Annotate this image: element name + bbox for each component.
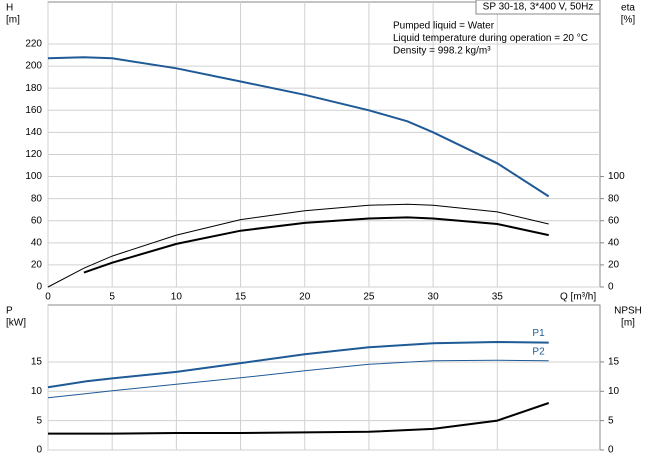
y2-tick-label: 100 (608, 171, 625, 182)
x-tick-label: 0 (45, 292, 51, 303)
y2-axis-label: eta (621, 3, 635, 14)
plot-area (47, 1, 601, 288)
y-tick-label: 40 (31, 237, 43, 248)
y2-tick-label: 40 (608, 237, 620, 248)
x-tick-label: 30 (428, 292, 440, 303)
x-axis-label: Q [m³/h] (560, 292, 596, 303)
y2-tick-label: 0 (608, 445, 614, 456)
x-tick-label: 10 (171, 292, 183, 303)
y-axis-label: P (6, 306, 13, 317)
y2-tick-label: 80 (608, 193, 620, 204)
annotation: Pumped liquid = Water (393, 21, 495, 32)
x-tick-label: 25 (363, 292, 375, 303)
curve (83, 216, 549, 274)
y-axis-label: [kW] (6, 318, 26, 329)
y2-tick-label: 15 (608, 357, 620, 368)
y-tick-label: 60 (31, 215, 43, 226)
y-tick-label: 160 (25, 105, 42, 116)
annotation: Density = 998.2 kg/m³ (393, 46, 491, 57)
y-tick-label: 200 (25, 61, 42, 72)
y-axis-label: [m] (6, 15, 20, 26)
y-tick-label: 100 (25, 171, 42, 182)
y2-tick-label: 10 (608, 386, 620, 397)
curve (47, 56, 550, 198)
y-tick-label: 180 (25, 83, 42, 94)
curve-label: P1 (532, 328, 545, 339)
plot-area (47, 304, 601, 451)
x-tick-label: 5 (109, 292, 115, 303)
y2-tick-label: 20 (608, 260, 620, 271)
y-tick-label: 20 (31, 260, 43, 271)
curve (47, 340, 549, 389)
x-tick-label: 35 (492, 292, 504, 303)
y-tick-label: 140 (25, 127, 42, 138)
y2-axis-label: [m] (621, 318, 635, 329)
y2-tick-label: 60 (608, 215, 620, 226)
y2-axis-label: [%] (621, 15, 636, 26)
x-tick-label: 20 (299, 292, 311, 303)
curve (47, 203, 549, 288)
y-tick-label: 15 (31, 357, 43, 368)
y-tick-label: 120 (25, 149, 42, 160)
y2-tick-label: 0 (608, 282, 614, 293)
y-tick-label: 0 (36, 282, 42, 293)
y-tick-label: 5 (36, 415, 42, 426)
y-tick-label: 80 (31, 193, 43, 204)
curve-label: P2 (532, 346, 545, 357)
x-tick-label: 15 (235, 292, 247, 303)
curve (48, 402, 550, 435)
curve (47, 359, 549, 399)
y-axis-label: H (6, 3, 13, 14)
y2-tick-label: 5 (608, 415, 614, 426)
y-tick-label: 10 (31, 386, 43, 397)
y2-axis-label: NPSH (614, 306, 642, 317)
y-tick-label: 220 (25, 39, 42, 50)
annotation: Liquid temperature during operation = 20… (393, 33, 588, 44)
title-box (475, 0, 601, 15)
chart-title: SP 30-18, 3*400 V, 50Hz (483, 2, 594, 13)
y-tick-label: 0 (36, 445, 42, 456)
